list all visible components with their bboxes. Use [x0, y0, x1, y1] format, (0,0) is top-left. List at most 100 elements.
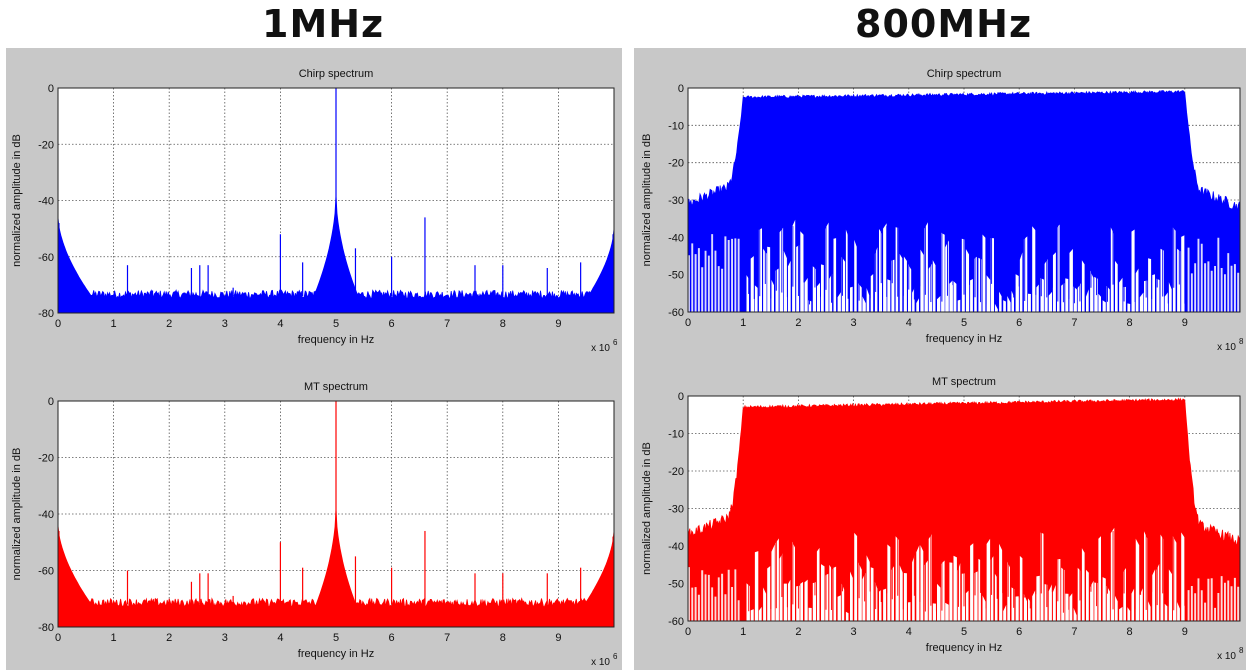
x-axis-label: frequency in Hz [298, 334, 374, 346]
x-exponent-power: 8 [1239, 337, 1244, 346]
y-axis-label: normalized amplitude in dB [641, 134, 653, 267]
y-tick-label: -10 [668, 429, 684, 441]
y-tick-label: -80 [38, 622, 54, 634]
x-tick-label: 4 [906, 626, 912, 638]
x-exponent-label: x 10 [591, 343, 610, 354]
series-mt_1mhz [57, 401, 615, 628]
y-tick-label: -20 [668, 466, 684, 478]
x-tick-label: 6 [1016, 626, 1022, 638]
x-tick-label: 2 [795, 317, 801, 329]
x-tick-label: 9 [1182, 317, 1188, 329]
series-chirp_1mhz [57, 88, 615, 314]
x-tick-label: 1 [111, 632, 117, 644]
x-exponent-power: 6 [613, 338, 618, 347]
y-tick-label: -30 [668, 195, 684, 207]
x-exponent-power: 8 [1239, 646, 1244, 655]
chart-title: MT spectrum [304, 381, 368, 393]
y-tick-label: -50 [668, 579, 684, 591]
chart-chirp_1mhz: 0 1 2 3 4 5 6 7 8 9 0 -20 -40 -60 -80 Chirp spectrum fre… [11, 68, 618, 354]
y-tick-label: -20 [38, 139, 54, 151]
series-chirp_800mhz [687, 90, 1241, 313]
x-tick-label: 7 [1071, 626, 1077, 638]
y-tick-label: -20 [38, 453, 54, 465]
x-tick-label: 0 [685, 317, 691, 329]
y-tick-label: -40 [38, 509, 54, 521]
y-tick-label: -60 [668, 307, 684, 319]
chart-title: Chirp spectrum [299, 68, 374, 80]
x-exponent-power: 6 [613, 652, 618, 661]
x-tick-label: 6 [1016, 317, 1022, 329]
x-tick-label: 5 [961, 317, 967, 329]
plot-frame [57, 400, 615, 628]
y-axis-label: normalized amplitude in dB [11, 134, 23, 267]
y-axis-label: normalized amplitude in dB [11, 448, 23, 581]
y-tick-label: -30 [668, 504, 684, 516]
x-tick-label: 6 [389, 632, 395, 644]
x-tick-label: 2 [166, 318, 172, 330]
x-tick-label: 5 [961, 626, 967, 638]
y-tick-label: -40 [668, 232, 684, 244]
y-tick-label: -60 [38, 566, 54, 578]
plot-frame [687, 395, 1241, 622]
x-axis-label: frequency in Hz [926, 333, 1002, 345]
x-tick-label: 7 [444, 632, 450, 644]
x-tick-label: 1 [740, 626, 746, 638]
x-tick-label: 4 [277, 632, 283, 644]
x-tick-label: 7 [1071, 317, 1077, 329]
x-exponent-label: x 10 [1217, 651, 1236, 662]
chart-title: Chirp spectrum [927, 68, 1002, 80]
y-axis-label: normalized amplitude in dB [641, 442, 653, 575]
x-tick-label: 8 [1127, 317, 1133, 329]
x-tick-label: 2 [166, 632, 172, 644]
y-tick-label: -60 [38, 252, 54, 264]
inband-dips [746, 527, 1185, 621]
x-axis-label: frequency in Hz [298, 648, 374, 660]
heading-1mhz: 1MHz [262, 2, 385, 46]
y-tick-label: 0 [48, 83, 54, 95]
x-tick-label: 9 [555, 318, 561, 330]
chart-title: MT spectrum [932, 376, 996, 388]
x-exponent-label: x 10 [1217, 342, 1236, 353]
x-tick-label: 3 [851, 317, 857, 329]
x-tick-label: 8 [500, 318, 506, 330]
x-axis-label: frequency in Hz [926, 642, 1002, 654]
x-tick-label: 9 [1182, 626, 1188, 638]
x-tick-label: 3 [222, 318, 228, 330]
x-tick-label: 8 [500, 632, 506, 644]
chart-chirp_800mhz: 0 1 2 3 4 5 6 7 8 9 0 -10 -20 -30 -40 -50 -60 Chirp spect… [641, 68, 1244, 353]
x-tick-label: 7 [444, 318, 450, 330]
y-tick-label: 0 [48, 396, 54, 408]
y-tick-label: -10 [668, 120, 684, 132]
x-tick-label: 9 [555, 632, 561, 644]
chart-mt_1mhz: 0 1 2 3 4 5 6 7 8 9 0 -20 -40 -60 -80 MT spectrum freque… [11, 381, 618, 668]
x-tick-label: 0 [685, 626, 691, 638]
y-tick-label: -40 [38, 196, 54, 208]
x-tick-label: 2 [795, 626, 801, 638]
series-mt_800mhz [687, 397, 1241, 622]
y-tick-label: -80 [38, 308, 54, 320]
plot-frame [57, 87, 615, 314]
y-tick-label: -20 [668, 158, 684, 170]
x-tick-label: 1 [740, 317, 746, 329]
chart-mt_800mhz: 0 1 2 3 4 5 6 7 8 9 0 -10 -20 -30 -40 -50 -60 MT spectrum… [641, 376, 1244, 662]
plot-frame [687, 87, 1241, 313]
x-tick-label: 5 [333, 632, 339, 644]
x-tick-label: 1 [111, 318, 117, 330]
y-tick-label: 0 [678, 391, 684, 403]
x-tick-label: 5 [333, 318, 339, 330]
y-tick-label: -50 [668, 270, 684, 282]
x-tick-label: 8 [1127, 626, 1133, 638]
x-tick-label: 4 [277, 318, 283, 330]
y-tick-label: 0 [678, 83, 684, 95]
x-tick-label: 0 [55, 318, 61, 330]
heading-800mhz: 800MHz [855, 2, 1033, 46]
x-tick-label: 3 [851, 626, 857, 638]
x-tick-label: 4 [906, 317, 912, 329]
x-exponent-label: x 10 [591, 657, 610, 668]
inband-dips [746, 219, 1185, 312]
x-tick-label: 0 [55, 632, 61, 644]
y-tick-label: -40 [668, 541, 684, 553]
x-tick-label: 6 [389, 318, 395, 330]
x-tick-label: 3 [222, 632, 228, 644]
